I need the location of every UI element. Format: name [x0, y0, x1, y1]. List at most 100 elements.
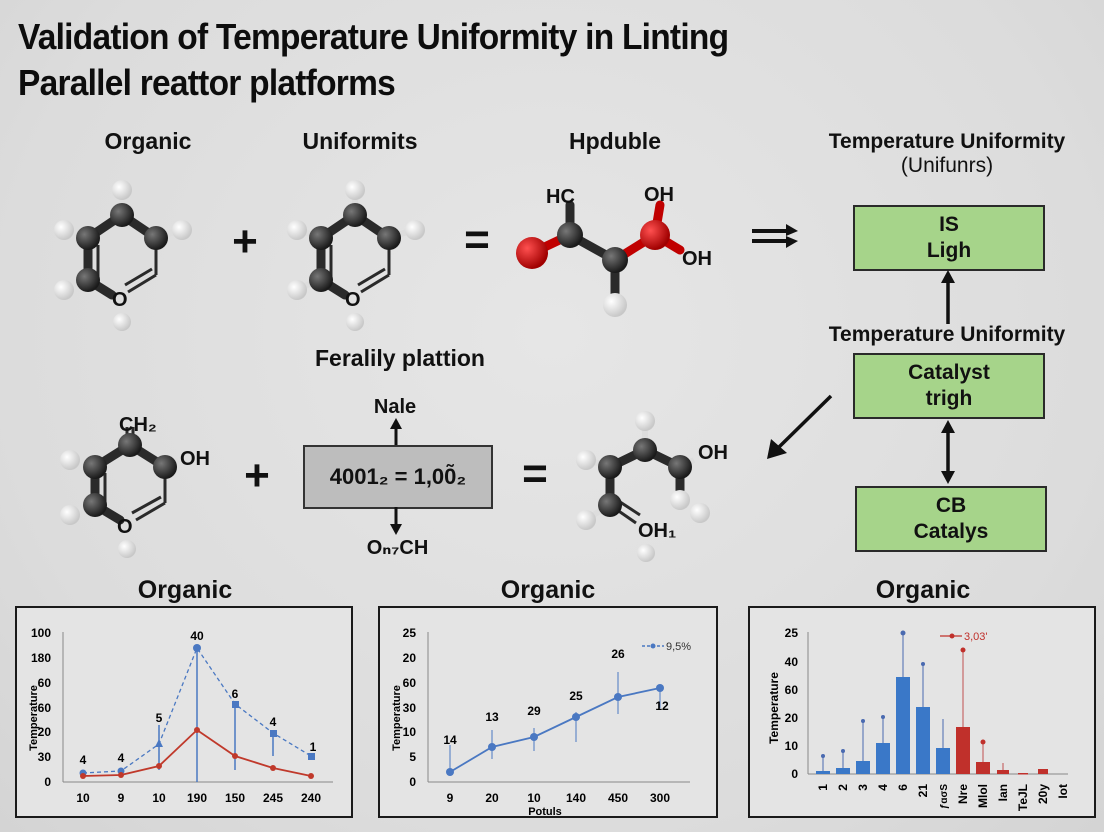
- svg-text:30: 30: [38, 750, 52, 764]
- atom-o: O: [345, 289, 361, 311]
- svg-text:Ian: Ian: [996, 784, 1010, 801]
- atom-o: O: [112, 289, 128, 311]
- diagonal-arrow-icon: [767, 394, 833, 459]
- chart-3: Organic Temperature 25 40 60 20 10 0: [748, 576, 1098, 826]
- svg-text:140: 140: [566, 791, 586, 805]
- calculation-box: 4001₂ = 1,00̃₂: [303, 445, 493, 509]
- svg-text:245: 245: [263, 791, 283, 805]
- svg-text:3,03': 3,03': [964, 631, 988, 643]
- flow-box-3-line-2: Catalys: [913, 520, 989, 543]
- svg-text:40: 40: [190, 629, 204, 643]
- molecule-hpduble: HC OH OH: [516, 184, 712, 317]
- svg-text:20: 20: [38, 725, 52, 739]
- label-hpduble: Hpduble: [569, 128, 661, 154]
- svg-text:25: 25: [785, 626, 799, 640]
- title-line-2: Parallel reattor platforms: [18, 62, 396, 103]
- svg-text:450: 450: [608, 791, 628, 805]
- svg-text:26: 26: [611, 647, 625, 661]
- svg-text:150: 150: [225, 791, 245, 805]
- svg-text:3: 3: [856, 784, 870, 791]
- arrow-down-label: Oₙ₇CH: [366, 537, 429, 559]
- flow-heading: Temperature Uniformity (Unifunrs): [812, 130, 1082, 178]
- chart-3-svg: Temperature 25 40 60 20 10 0: [767, 626, 1070, 811]
- svg-text:0: 0: [791, 767, 798, 781]
- atom-hc: HC: [546, 186, 575, 208]
- svg-text:12: 12: [655, 699, 669, 713]
- svg-text:180: 180: [31, 651, 51, 665]
- svg-text:30: 30: [403, 701, 417, 715]
- svg-text:4: 4: [80, 753, 87, 767]
- svg-text:2: 2: [836, 784, 850, 791]
- chart-2-plot-area: Temperature 25 20 60 30 10 5 0 9 20 10 1…: [378, 606, 718, 818]
- chart-2-title: Organic: [500, 576, 596, 604]
- calculation-text: 4001₂ = 1,00̃₂: [329, 464, 467, 489]
- svg-text:1: 1: [310, 740, 317, 754]
- flow-heading-line1: Temperature Uniformity: [828, 130, 1066, 153]
- flow-mid-heading: Temperature Uniformity: [828, 323, 1066, 346]
- svg-text:20: 20: [403, 651, 417, 665]
- svg-text:6: 6: [232, 687, 239, 701]
- svg-text:10: 10: [527, 791, 541, 805]
- arrow-up-label: Nale: [373, 396, 417, 418]
- svg-text:TeJL: TeJL: [1016, 784, 1030, 811]
- atom-oh: OH: [698, 442, 728, 464]
- svg-text:1: 1: [816, 784, 830, 791]
- svg-text:190: 190: [187, 791, 207, 805]
- svg-text:Mlol: Mlol: [976, 784, 990, 808]
- svg-text:9: 9: [118, 791, 125, 805]
- flow-box-1-line-1: IS: [939, 213, 959, 236]
- svg-text:5: 5: [409, 750, 416, 764]
- chart-1-svg: Temperature 100 180 60 60 20 30 0 10 9 1…: [28, 626, 333, 805]
- svg-text:4: 4: [270, 715, 277, 729]
- arrow-down-icon: [390, 507, 402, 535]
- svg-text:13: 13: [485, 710, 499, 724]
- svg-text:60: 60: [403, 676, 417, 690]
- molecule-ring-1: O: [54, 180, 192, 331]
- flow-box-2-line-2: trigh: [925, 387, 973, 410]
- flow-box-1-line-2: Ligh: [926, 239, 972, 262]
- svg-text:9: 9: [447, 791, 454, 805]
- svg-text:60: 60: [38, 701, 52, 715]
- plus-sign-2: +: [244, 451, 270, 500]
- chart-3-ylabel: Temperature: [767, 672, 781, 744]
- plus-sign-1: +: [232, 217, 258, 266]
- flow-box-cb-catalys: CB Catalys: [855, 486, 1047, 552]
- page-title: Validation of Temperature Uniformity in …: [18, 14, 729, 106]
- equals-sign-1: =: [464, 215, 490, 264]
- double-arrow-icon: [752, 224, 798, 248]
- svg-text:60: 60: [785, 683, 799, 697]
- arrow-up-icon: [390, 418, 402, 446]
- svg-text:21: 21: [916, 784, 930, 798]
- flow-box-catalyst-trigh: Catalyst trigh: [853, 353, 1045, 419]
- svg-text:10: 10: [76, 791, 90, 805]
- svg-text:14: 14: [443, 733, 457, 747]
- svg-text:ƒɑσS: ƒɑσS: [939, 784, 950, 810]
- svg-text:25: 25: [403, 626, 417, 640]
- chart-3-title: Organic: [875, 576, 971, 604]
- chart-1-ylabel: Temperature: [28, 685, 40, 751]
- svg-text:25: 25: [569, 689, 583, 703]
- atom-oh-right: OH: [682, 248, 712, 270]
- flow-box-is-ligh: IS Ligh: [853, 205, 1045, 271]
- svg-text:10: 10: [403, 725, 417, 739]
- svg-text:6: 6: [896, 784, 910, 791]
- molecule-ring-3: CH₂ OH O: [60, 414, 210, 558]
- chart-2-ylabel: Temperature: [391, 685, 403, 751]
- equals-sign-2: =: [522, 449, 548, 498]
- flow-box-2-line-1: Catalyst: [908, 361, 990, 384]
- label-ferality-plattion: Feralily plattion: [315, 345, 485, 371]
- svg-text:29: 29: [527, 704, 541, 718]
- svg-text:0: 0: [409, 775, 416, 789]
- svg-text:20y: 20y: [1036, 784, 1050, 804]
- chart-1-plot-area: Temperature 100 180 60 60 20 30 0 10 9 1…: [15, 606, 353, 818]
- chart-2-xlabel: Potuls: [528, 806, 562, 816]
- atom-oh-top: OH: [644, 184, 674, 206]
- svg-text:9,5%: 9,5%: [666, 641, 691, 653]
- svg-text:5: 5: [156, 711, 163, 725]
- chart-3-legend: 3,03': [940, 631, 988, 643]
- atom-oh: OH: [180, 448, 210, 470]
- svg-text:4: 4: [876, 784, 890, 791]
- svg-text:10: 10: [785, 739, 799, 753]
- flow-heading-line2: (Unifunrs): [900, 154, 994, 177]
- chart-1-title: Organic: [137, 576, 233, 604]
